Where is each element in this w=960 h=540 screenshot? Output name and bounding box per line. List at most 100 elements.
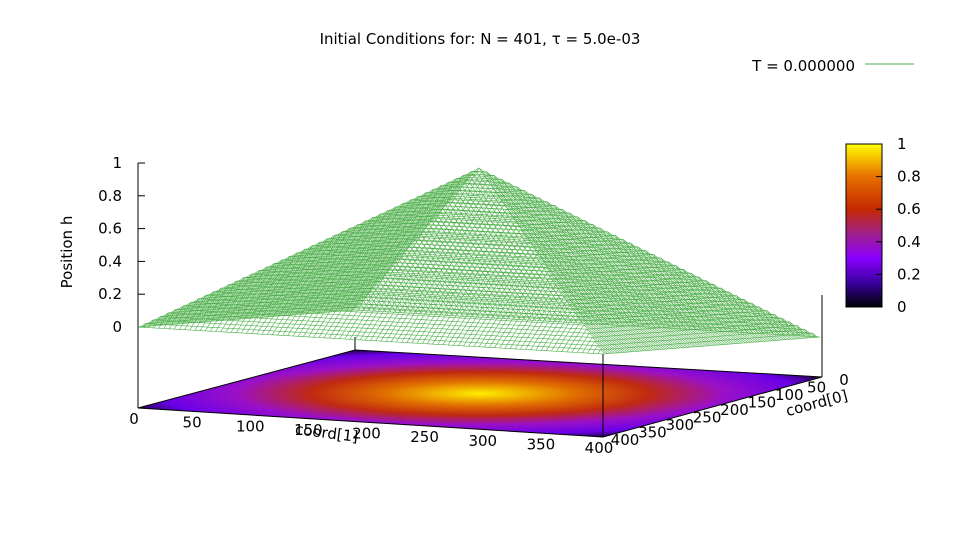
surface-mesh-line-y [212, 217, 678, 349]
surface-mesh-line-y [171, 277, 637, 352]
y-tick-label: 400 [611, 431, 640, 449]
surface-mesh-line-y [207, 224, 674, 349]
x-axis-label: coord[1] [294, 420, 359, 446]
y-tick-label: 100 [775, 386, 804, 404]
surface-mesh-line-y [248, 170, 715, 346]
z-tick-label: 0 [112, 318, 122, 336]
legend: T = 0.000000 [751, 57, 914, 75]
surface-mesh-line-y [236, 181, 703, 347]
surface-mesh-line-y [205, 227, 671, 349]
z-axis-ticks: 0 0.2 0.4 0.6 0.8 1 [98, 154, 145, 336]
surface-mesh-line-y [255, 180, 722, 345]
surface-mesh-line-y [210, 220, 676, 349]
surface-mesh-line-y [152, 305, 618, 354]
chart-title: Initial Conditions for: N = 401, τ = 5.0… [320, 30, 641, 48]
surface-mesh-line-y [321, 265, 787, 340]
surface-mesh-line-y [275, 205, 741, 344]
surface-mesh-line-y [215, 213, 681, 349]
surface-mesh-line-y [176, 270, 642, 352]
surface-mesh-line-y [161, 291, 628, 353]
surface-mesh-line-y [301, 240, 768, 342]
surface-mesh-line-y [193, 245, 659, 350]
surface-mesh-line-y [313, 256, 780, 341]
x-tick-label: 300 [468, 432, 497, 450]
surface-mesh-line-y [309, 249, 775, 341]
surface-mesh-line-y [190, 248, 657, 351]
x-tick-label: 200 [352, 425, 381, 443]
x-axis-ticks: 0 50 100 150 200 250 300 350 400 [129, 410, 613, 457]
colorbar-tick-label: 0.2 [897, 265, 921, 283]
x-tick-label: 150 [294, 421, 323, 439]
y-tick-label: 200 [720, 401, 749, 419]
surface-mesh-line-y [159, 294, 625, 353]
x-tick-label: 350 [527, 435, 556, 453]
legend-label: T = 0.000000 [751, 57, 855, 75]
surface-mesh-line-y [145, 316, 611, 354]
colorbar-ticks: 0 0.2 0.4 0.6 0.8 1 [876, 135, 921, 316]
surface-mesh-line-y [277, 208, 743, 344]
surface-mesh-line-y [164, 287, 630, 353]
colorbar-gradient [845, 143, 883, 308]
surface-mesh-line-y [284, 218, 751, 343]
surface-mesh-line-y [186, 255, 652, 351]
surface-mesh [137, 167, 821, 355]
surface-mesh-line-y [157, 298, 623, 353]
z-tick-label: 0.4 [98, 252, 122, 270]
surface-mesh-line-y [323, 268, 789, 340]
surface-mesh-line-y [325, 271, 792, 340]
x-tick-label: 50 [183, 414, 202, 432]
z-tick-label: 0.2 [98, 285, 122, 303]
surface-mesh-line-y [272, 202, 739, 344]
z-axis-label: Position h [58, 216, 76, 289]
surface-mesh-line-y [195, 241, 662, 350]
surface-mesh-line-y [166, 284, 633, 352]
surface-mesh-line-y [198, 238, 664, 350]
y-tick-label: 50 [807, 379, 826, 397]
surface-mesh-line-y [137, 326, 604, 355]
surface-mesh-line-y [222, 202, 688, 348]
y-tick-label: 0 [839, 371, 849, 389]
surface-mesh-line-y [178, 266, 645, 352]
surface-mesh-line-y [183, 259, 649, 351]
surface-mesh-line-y [287, 221, 753, 343]
z-tick-label: 0.8 [98, 187, 122, 205]
surface-mesh-line-y [265, 192, 731, 345]
surface-mesh-line-y [345, 297, 811, 339]
colorbar-tick-label: 0.6 [897, 200, 921, 218]
x-tick-label: 400 [585, 439, 614, 457]
colorbar-tick-label: 0 [897, 298, 907, 316]
surface-mesh-line-y [246, 167, 712, 346]
surface-mesh-line-y [227, 195, 693, 348]
surface-mesh-line-y [311, 252, 777, 341]
surface-mesh-line-y [140, 323, 606, 355]
surface-mesh-line-y [243, 171, 710, 346]
colorbar-tick-label: 1 [897, 135, 907, 153]
surface-mesh-line-y [224, 199, 690, 348]
axis-frame [137, 163, 823, 437]
surface-mesh-line-y [188, 252, 654, 351]
surface-mesh-line-y [154, 301, 621, 353]
surface-mesh-line-y [142, 319, 608, 354]
colorbar-tick-label: 0.8 [897, 168, 921, 186]
colorbar-tick-label: 0.4 [897, 233, 921, 251]
surface-mesh-line-y [229, 192, 695, 348]
surface-mesh-line-y [169, 280, 635, 352]
surface-mesh-line-y [337, 287, 804, 339]
surface-mesh-line-y [147, 312, 613, 354]
z-tick-label: 0.6 [98, 220, 122, 238]
y-tick-label: 150 [748, 394, 777, 412]
surface-mesh-line-y [217, 210, 683, 349]
x-tick-label: 0 [129, 410, 139, 428]
surface-mesh-line-y [335, 284, 801, 339]
surface-mesh-line-y [181, 263, 647, 351]
surface-mesh-line-y [253, 177, 719, 346]
surface-mesh-line-y [219, 206, 686, 348]
colorbar: 0 0.2 0.4 0.6 0.8 1 [845, 135, 921, 316]
surface-mesh-line-y [251, 173, 717, 346]
y-tick-label: 300 [665, 416, 694, 434]
x-tick-label: 250 [410, 428, 439, 446]
y-tick-label: 350 [638, 424, 667, 442]
